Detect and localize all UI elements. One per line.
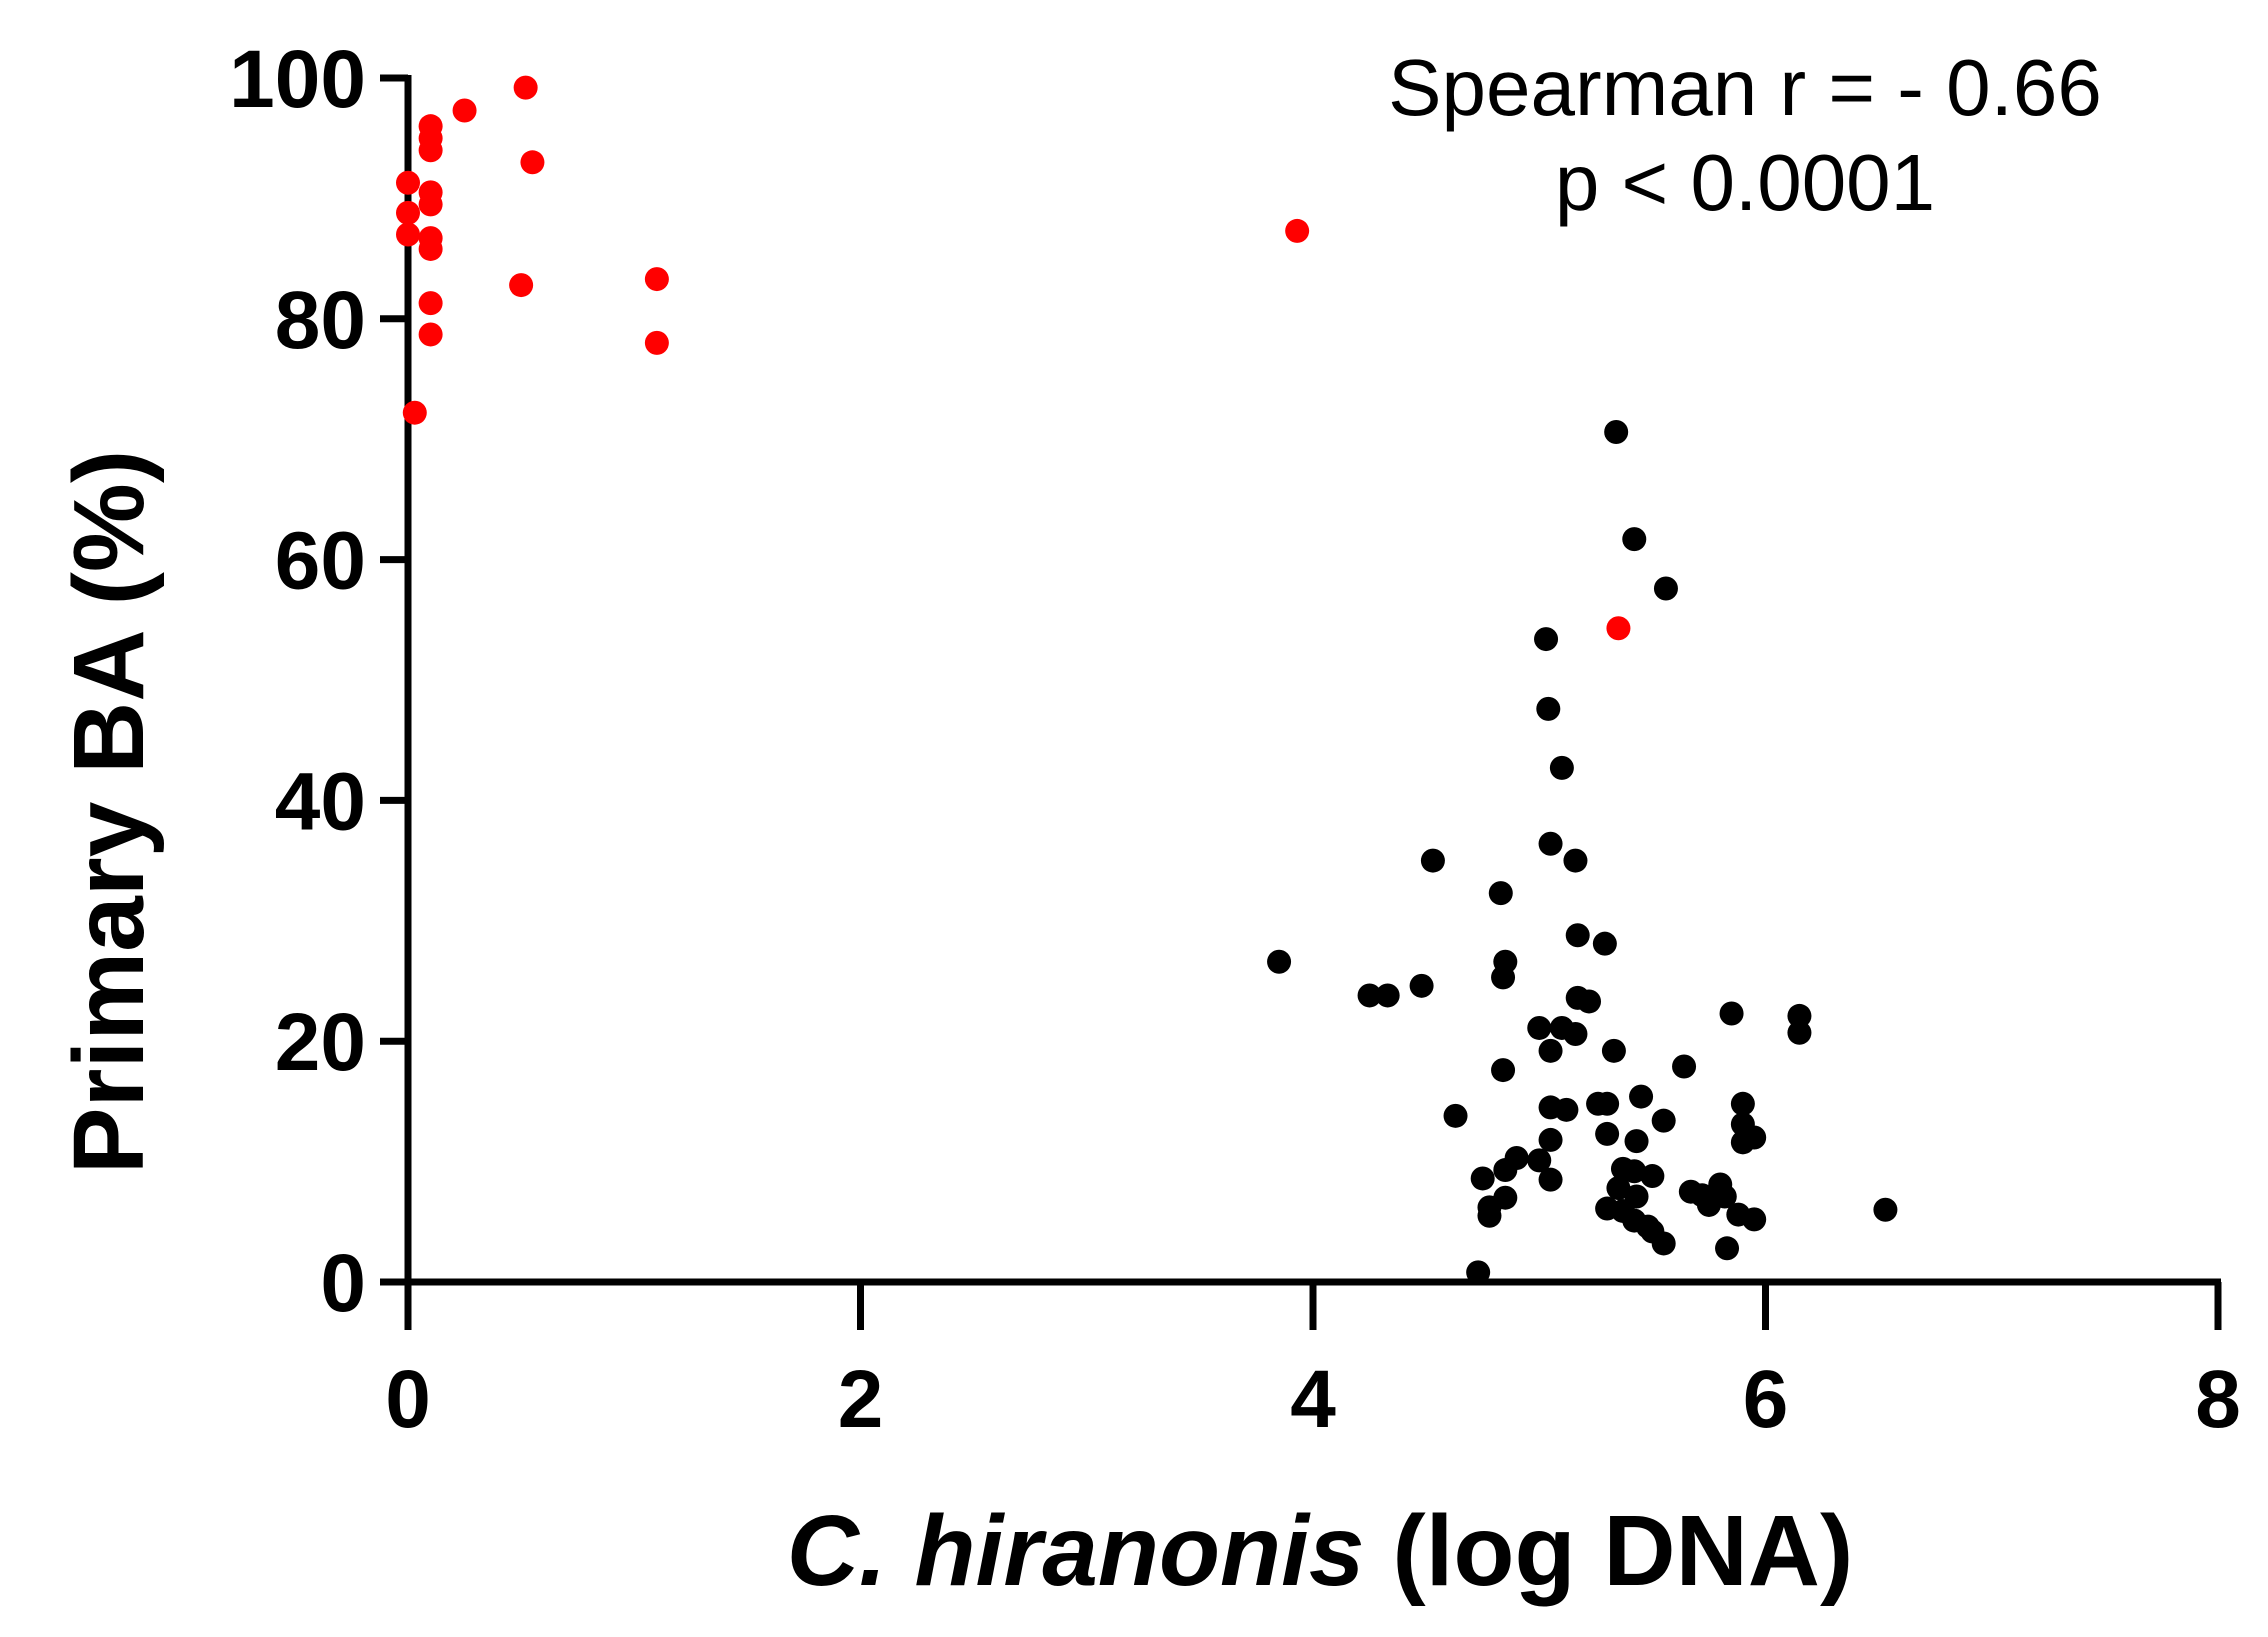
data-point-black xyxy=(1787,1003,1812,1028)
data-point-black xyxy=(1538,831,1563,856)
data-point-black xyxy=(1577,989,1602,1014)
data-point-red xyxy=(418,138,443,163)
data-point-red xyxy=(644,330,669,355)
data-point-black xyxy=(1420,848,1445,873)
x-axis-title-species: C. hiranonis xyxy=(787,1495,1365,1607)
data-point-red xyxy=(520,150,545,175)
data-point-black xyxy=(1491,965,1516,990)
data-point-black xyxy=(1604,419,1629,444)
x-axis-title-unit: (log DNA) xyxy=(1365,1495,1854,1607)
data-point-black xyxy=(1672,1054,1697,1079)
data-point-red xyxy=(644,267,669,292)
data-point-black xyxy=(1873,1197,1898,1222)
data-point-black xyxy=(1624,1129,1649,1154)
axes xyxy=(380,74,2222,1330)
data-point-black xyxy=(1443,1103,1468,1128)
x-tick-label: 4 xyxy=(1290,1354,1336,1445)
data-point-black xyxy=(1640,1164,1665,1189)
data-point-red xyxy=(418,236,443,261)
data-point-black xyxy=(1565,923,1590,948)
data-point-black xyxy=(1466,1260,1491,1285)
data-point-black xyxy=(1651,1231,1676,1256)
data-point-black xyxy=(1730,1091,1755,1116)
data-point-black xyxy=(1491,1058,1516,1083)
data-point-black xyxy=(1536,696,1561,721)
data-point-black xyxy=(1554,1097,1579,1122)
data-point-black xyxy=(1375,983,1400,1008)
data-point-black xyxy=(1601,1038,1626,1063)
data-points xyxy=(396,75,1898,1285)
data-point-black xyxy=(1719,1001,1744,1026)
data-point-black xyxy=(1730,1130,1755,1155)
data-point-black xyxy=(1488,881,1513,906)
x-tick-label: 8 xyxy=(2195,1354,2241,1445)
data-point-red xyxy=(1606,616,1631,641)
data-point-black xyxy=(1534,627,1559,652)
y-tick-label: 20 xyxy=(275,997,366,1088)
data-point-black xyxy=(1696,1192,1721,1217)
data-point-black xyxy=(1592,931,1617,956)
x-tick-label: 0 xyxy=(385,1354,431,1445)
data-point-black xyxy=(1477,1203,1502,1228)
data-point-black xyxy=(1742,1207,1767,1232)
y-tick-label: 0 xyxy=(320,1238,366,1329)
y-tick-label: 80 xyxy=(275,275,366,366)
data-point-black xyxy=(1493,1158,1518,1183)
data-point-black xyxy=(1538,1167,1563,1192)
p-value-annotation: p < 0.0001 xyxy=(1555,138,1935,227)
data-point-black xyxy=(1622,527,1647,552)
data-point-black xyxy=(1595,1091,1620,1116)
data-point-black xyxy=(1653,576,1678,601)
x-tick-label: 6 xyxy=(1743,1354,1789,1445)
data-point-black xyxy=(1715,1236,1740,1261)
y-tick-label: 100 xyxy=(229,34,366,125)
data-point-red xyxy=(418,322,443,347)
data-point-red xyxy=(513,75,538,100)
data-point-black xyxy=(1563,848,1588,873)
data-point-black xyxy=(1595,1121,1620,1146)
y-tick-label: 40 xyxy=(275,756,366,847)
data-point-black xyxy=(1267,949,1292,974)
data-point-red xyxy=(418,192,443,217)
data-point-black xyxy=(1549,755,1574,780)
data-point-red xyxy=(396,170,420,195)
data-point-black xyxy=(1538,1038,1563,1063)
data-point-black xyxy=(1606,1176,1631,1201)
data-point-red xyxy=(1285,218,1310,243)
data-point-black xyxy=(1470,1166,1495,1191)
data-point-red xyxy=(418,291,443,316)
data-point-black xyxy=(1629,1084,1654,1109)
data-point-black xyxy=(1622,1159,1647,1184)
data-point-black xyxy=(1563,1021,1588,1046)
data-point-black xyxy=(1357,983,1382,1008)
data-point-red xyxy=(402,400,427,425)
data-point-black xyxy=(1527,1148,1552,1173)
data-point-red xyxy=(509,273,534,298)
data-point-black xyxy=(1787,1020,1812,1045)
x-axis-title: C. hiranonis (log DNA) xyxy=(787,1495,1854,1607)
y-tick-label: 60 xyxy=(275,516,366,607)
data-point-red xyxy=(396,222,420,247)
spearman-annotation: Spearman r = - 0.66 xyxy=(1388,43,2102,132)
data-point-black xyxy=(1409,973,1434,998)
x-tick-label: 2 xyxy=(838,1354,884,1445)
data-point-red xyxy=(452,98,477,123)
data-point-black xyxy=(1527,1015,1552,1040)
data-point-black xyxy=(1651,1108,1676,1133)
y-axis-title: Primary BA (%) xyxy=(53,450,165,1174)
data-point-black xyxy=(1538,1127,1563,1152)
data-point-red xyxy=(396,200,420,225)
tick-labels: 0 20 40 60 80 100 0 2 4 6 8 xyxy=(229,34,2241,1445)
